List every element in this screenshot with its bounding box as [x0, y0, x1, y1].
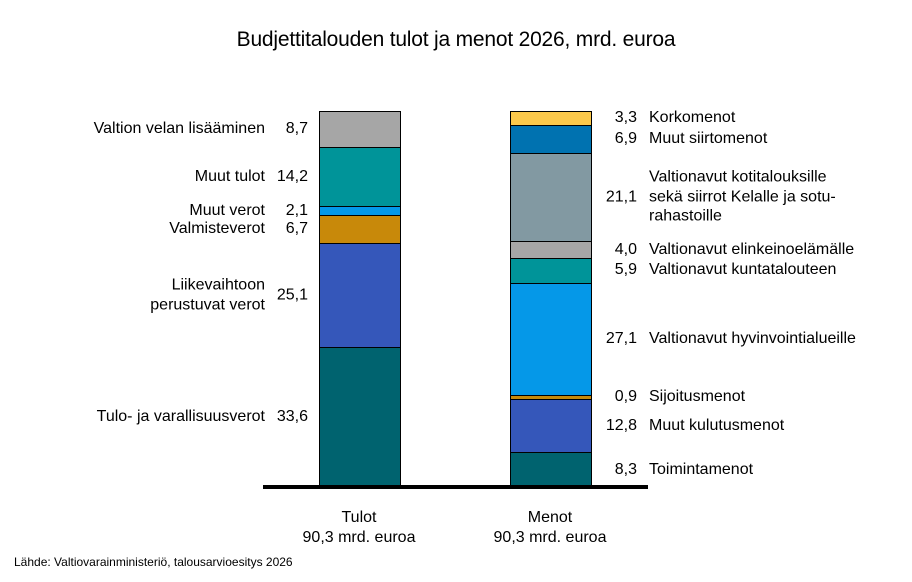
- segment-value: 5,9: [614, 261, 637, 279]
- label-valtionavut-kuntatalouteen: 5,9 Valtionavut kuntatalouteen: [600, 261, 837, 281]
- segment-valtion-velan-lis-minen: [320, 112, 400, 149]
- segment-muut-kulutusmenot: [511, 400, 591, 454]
- segment-value: 4,0: [614, 240, 637, 258]
- axis-label-tulot-total: 90,3 mrd. euroa: [302, 528, 416, 546]
- segment-label-text: Valtionavut kotitalouksille sekä siirrot…: [649, 169, 836, 226]
- label-valtionavut-hyvinvointialueille: 27,1 Valtionavut hyvinvointialueille: [600, 329, 856, 349]
- segment-toimintamenot: [511, 453, 591, 488]
- segment-value: 33,6: [276, 408, 308, 426]
- segment-value: 12,8: [605, 417, 637, 435]
- segment-value: 27,1: [605, 330, 637, 348]
- segment-label-text: Valtion velan lisääminen: [93, 120, 265, 138]
- axis-label-tulot: Tulot 90,3 mrd. euroa: [279, 508, 439, 547]
- label-muut-kulutusmenot: 12,8 Muut kulutusmenot: [600, 416, 784, 436]
- segment-label-text: Toimintamenot: [649, 460, 754, 478]
- segment-label-text: Muut kulutusmenot: [649, 417, 785, 435]
- segment-value: 0,9: [614, 388, 637, 406]
- segment-muut-siirtomenot: [511, 125, 591, 155]
- segment-value: 2,1: [285, 201, 308, 219]
- bar-tulot: [319, 111, 401, 489]
- label-liikevaihtoon-perustuvat-verot: Liikevaihtoon perustuvat verot 25,1: [150, 276, 308, 315]
- segment-value: 8,3: [614, 460, 637, 478]
- segment-muut-tulot: [320, 148, 400, 208]
- segment-value: 6,7: [285, 220, 308, 238]
- segment-liikevaihtoon-perustuvat-verot: [320, 243, 400, 349]
- segment-label-text: Valtionavut elinkeinoelämälle: [649, 240, 855, 258]
- axis-label-menot-total: 90,3 mrd. euroa: [493, 528, 607, 546]
- label-toimintamenot: 8,3 Toimintamenot: [600, 460, 753, 480]
- segment-valtionavut-hyvinvointialueille: [511, 283, 591, 397]
- segment-label-text: Valtionavut kuntatalouteen: [649, 261, 837, 279]
- label-valtionavut-elinkeinoel-m-lle: 4,0 Valtionavut elinkeinoelämälle: [600, 240, 854, 260]
- axis-label-menot: Menot 90,3 mrd. euroa: [470, 508, 630, 547]
- axis-label-tulot-name: Tulot: [341, 509, 377, 526]
- label-sijoitusmenot: 0,9 Sijoitusmenot: [600, 388, 745, 408]
- segment-label-text: Muut siirtomenot: [649, 130, 768, 148]
- segment-label-text: Muut verot: [189, 201, 265, 219]
- segment-value: 21,1: [605, 188, 637, 206]
- segment-value: 3,3: [614, 109, 637, 127]
- label-muut-siirtomenot: 6,9 Muut siirtomenot: [600, 129, 768, 149]
- chart-title: Budjettitalouden tulot ja menot 2026, mr…: [236, 28, 676, 51]
- label-valtionavut-kotitalouksille-sek-siirrot-kelalle-ja-sotu-rahastoille: 21,1 Valtionavut kotitalouksille sekä sii…: [600, 168, 836, 227]
- bar-menot: [510, 111, 592, 489]
- segment-label-text: Korkomenot: [649, 109, 736, 127]
- segment-label-text: Sijoitusmenot: [649, 388, 746, 406]
- segment-valtionavut-elinkeinoel-m-lle: [511, 242, 591, 259]
- x-axis-baseline: [263, 485, 648, 489]
- segment-muut-verot: [320, 207, 400, 217]
- segment-value: 14,2: [276, 168, 308, 186]
- segment-label-text: Muut tulot: [194, 168, 265, 186]
- segment-value: 6,9: [614, 130, 637, 148]
- segment-sijoitusmenot: [511, 396, 591, 401]
- label-valmisteverot: Valmisteverot 6,7: [169, 219, 308, 239]
- segment-valtionavut-kuntatalouteen: [511, 258, 591, 284]
- label-valtion-velan-lis-minen: Valtion velan lisääminen 8,7: [94, 119, 308, 139]
- segment-label-text: Tulo- ja varallisuusverot: [96, 408, 265, 426]
- segment-valtionavut-kotitalouksille-sek-siirrot-kelalle-ja-sotu-rahastoille: [511, 154, 591, 243]
- label-tulo-ja-varallisuusverot: Tulo- ja varallisuusverot 33,6: [97, 408, 308, 428]
- source-note: Lähde: Valtiovarainministeriö, talousarv…: [14, 555, 293, 569]
- segment-value: 25,1: [276, 286, 308, 304]
- segment-value: 8,7: [285, 120, 308, 138]
- segment-label-text: Valmisteverot: [169, 220, 265, 238]
- axis-label-menot-name: Menot: [527, 509, 573, 526]
- segment-tulo-ja-varallisuusverot: [320, 348, 400, 489]
- segment-korkomenot: [511, 112, 591, 126]
- segment-label-text: Valtionavut hyvinvointialueille: [649, 330, 856, 348]
- label-muut-tulot: Muut tulot 14,2: [195, 167, 308, 187]
- segment-label-text: Liikevaihtoon perustuvat verot: [150, 276, 265, 314]
- label-korkomenot: 3,3 Korkomenot: [600, 108, 736, 128]
- segment-valmisteverot: [320, 216, 400, 244]
- label-muut-verot: Muut verot 2,1: [189, 201, 308, 221]
